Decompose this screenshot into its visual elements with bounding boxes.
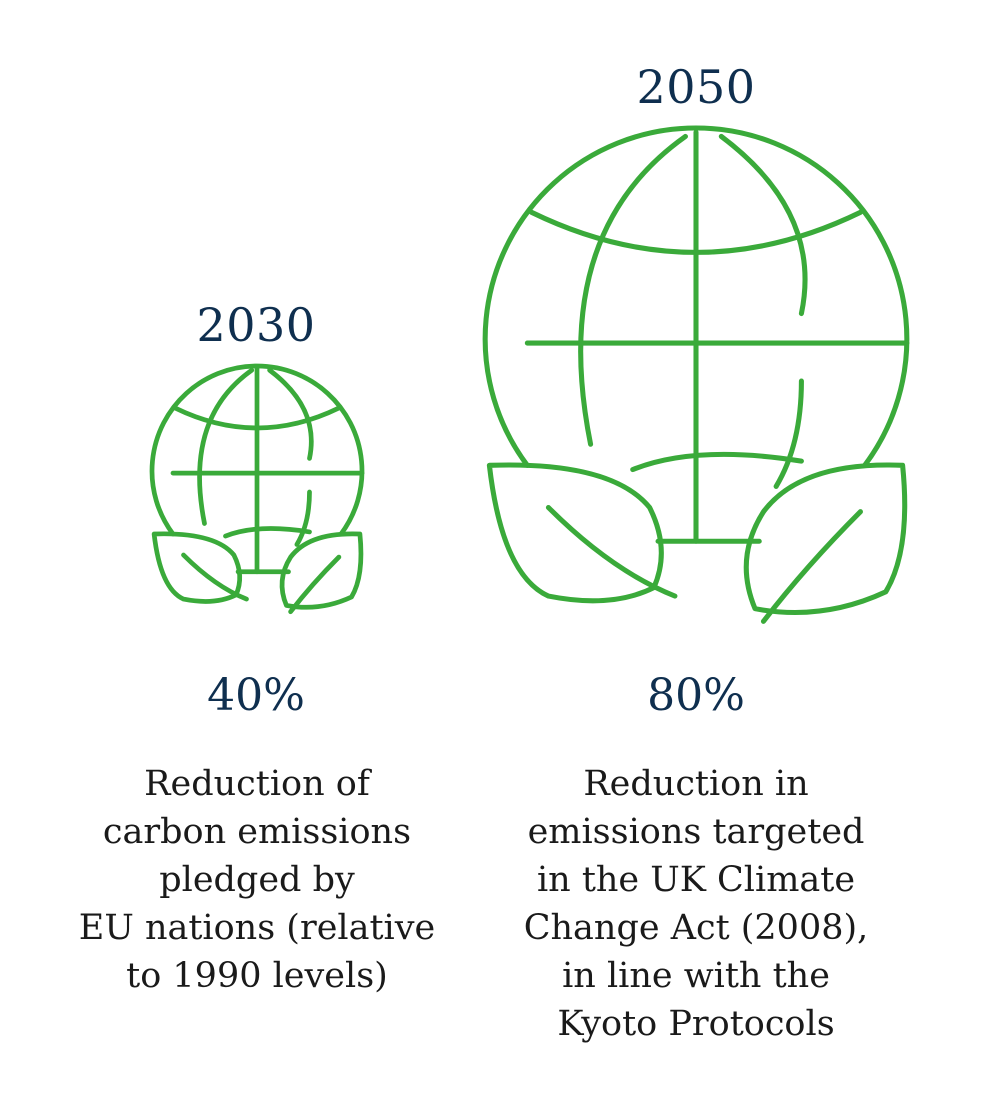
desc-line: Change Act (2008), <box>523 908 869 948</box>
globe-with-leaves-icon-small <box>149 363 365 615</box>
globe-with-leaves-icon-large <box>482 125 910 624</box>
desc-line: EU nations (relative <box>78 908 436 948</box>
year-2050: 2050 <box>636 60 756 114</box>
percent-80: 80% <box>647 670 745 721</box>
desc-line: Reduction of <box>144 764 370 804</box>
desc-line: Kyoto Protocols <box>557 1004 835 1044</box>
desc-line: carbon emissions <box>102 812 412 852</box>
year-2030: 2030 <box>196 298 316 352</box>
desc-line: in line with the <box>562 956 830 996</box>
percent-40: 40% <box>207 670 305 721</box>
description-2030: Reduction of carbon emissions pledged by… <box>40 760 474 1000</box>
desc-line: Reduction in <box>583 764 809 804</box>
desc-line: in the UK Climate <box>536 860 856 900</box>
desc-line: emissions targeted <box>527 812 865 852</box>
description-2050: Reduction in emissions targeted in the U… <box>476 760 916 1048</box>
desc-line: pledged by <box>159 860 355 900</box>
desc-line: to 1990 levels) <box>126 956 388 996</box>
